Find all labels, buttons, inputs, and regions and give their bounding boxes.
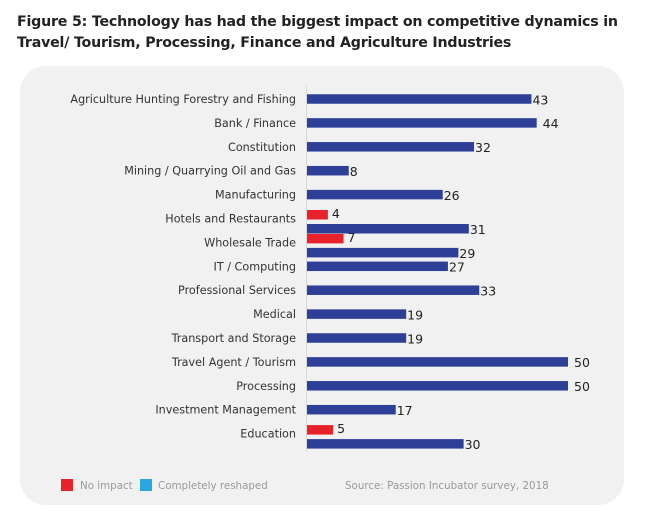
completely-reshaped-bar-processing xyxy=(307,381,568,391)
no-impact-bar-education xyxy=(307,425,334,435)
completely-reshaped-bar-medical xyxy=(307,309,407,319)
completely-reshaped-value-label-mining-quarrying-oil-and-gas: 8 xyxy=(350,164,358,179)
category-label-processing: Processing xyxy=(236,380,296,393)
category-label-investment-management: Investment Management xyxy=(155,404,296,417)
completely-reshaped-value-label-processing: 50 xyxy=(574,379,590,394)
completely-reshaped-bar-agriculture-hunting-forestry-and-fishing xyxy=(307,94,532,104)
completely-reshaped-value-label-medical: 19 xyxy=(407,307,423,322)
completely-reshaped-bar-bank-finance xyxy=(307,118,537,128)
figure-title: Figure 5: Technology has had the biggest… xyxy=(17,14,618,51)
source-note: Source: Passion Incubator survey, 2018 xyxy=(345,480,549,492)
completely-reshaped-value-label-it-computing: 27 xyxy=(449,260,465,275)
legend: No impact Completely reshaped Source: Pa… xyxy=(61,479,549,492)
completely-reshaped-value-label-education: 30 xyxy=(465,437,481,452)
no-impact-value-label-education: 5 xyxy=(337,421,345,436)
completely-reshaped-value-label-agriculture-hunting-forestry-and-fishing: 43 xyxy=(532,92,548,107)
category-label-constitution: Constitution xyxy=(228,141,296,154)
completely-reshaped-value-label-manufacturing: 26 xyxy=(444,188,460,203)
legend-label-no-impact: No impact xyxy=(80,480,133,492)
category-label-professional-services: Professional Services xyxy=(178,284,296,297)
completely-reshaped-bar-education xyxy=(307,439,464,449)
completely-reshaped-value-label-constitution: 32 xyxy=(475,140,491,155)
category-label-it-computing: IT / Computing xyxy=(214,260,296,273)
completely-reshaped-value-label-bank-finance: 44 xyxy=(543,116,559,131)
completely-reshaped-bar-hotels-and-restaurants xyxy=(307,224,469,234)
completely-reshaped-bar-constitution xyxy=(307,142,475,152)
legend-swatch-no-impact xyxy=(61,479,73,491)
completely-reshaped-value-label-travel-agent-tourism: 50 xyxy=(574,355,590,370)
category-label-hotels-and-restaurants: Hotels and Restaurants xyxy=(165,213,296,226)
category-label-agriculture-hunting-forestry-and-fishing: Agriculture Hunting Forestry and Fishing xyxy=(70,93,296,106)
completely-reshaped-bar-travel-agent-tourism xyxy=(307,357,568,367)
completely-reshaped-value-label-wholesale-trade: 29 xyxy=(459,246,475,261)
completely-reshaped-bar-professional-services xyxy=(307,285,480,295)
completely-reshaped-bar-mining-quarrying-oil-and-gas xyxy=(307,165,349,176)
completely-reshaped-bar-wholesale-trade xyxy=(307,247,459,258)
category-label-travel-agent-tourism: Travel Agent / Tourism xyxy=(171,356,296,369)
category-label-education: Education xyxy=(240,428,296,441)
completely-reshaped-value-label-investment-management: 17 xyxy=(397,403,413,418)
completely-reshaped-bar-manufacturing xyxy=(307,189,443,200)
no-impact-value-label-wholesale-trade: 7 xyxy=(348,230,356,245)
category-label-manufacturing: Manufacturing xyxy=(215,189,296,202)
category-label-wholesale-trade: Wholesale Trade xyxy=(204,236,296,249)
completely-reshaped-bar-investment-management xyxy=(307,404,396,415)
completely-reshaped-bar-it-computing xyxy=(307,261,448,272)
category-label-medical: Medical xyxy=(253,308,296,321)
category-label-mining-quarrying-oil-and-gas: Mining / Quarrying Oil and Gas xyxy=(124,165,296,178)
completely-reshaped-value-label-hotels-and-restaurants: 31 xyxy=(470,222,486,237)
completely-reshaped-bar-transport-and-storage xyxy=(307,333,407,343)
no-impact-bar-wholesale-trade xyxy=(307,233,344,244)
completely-reshaped-value-label-transport-and-storage: 19 xyxy=(407,331,423,346)
category-label-transport-and-storage: Transport and Storage xyxy=(171,332,297,345)
category-label-bank-finance: Bank / Finance xyxy=(214,117,296,130)
no-impact-bar-hotels-and-restaurants xyxy=(307,210,328,220)
legend-swatch-completely-reshaped xyxy=(140,479,152,491)
legend-label-completely-reshaped: Completely reshaped xyxy=(158,480,268,492)
no-impact-value-label-hotels-and-restaurants: 4 xyxy=(332,206,340,221)
completely-reshaped-value-label-professional-services: 33 xyxy=(480,283,496,298)
